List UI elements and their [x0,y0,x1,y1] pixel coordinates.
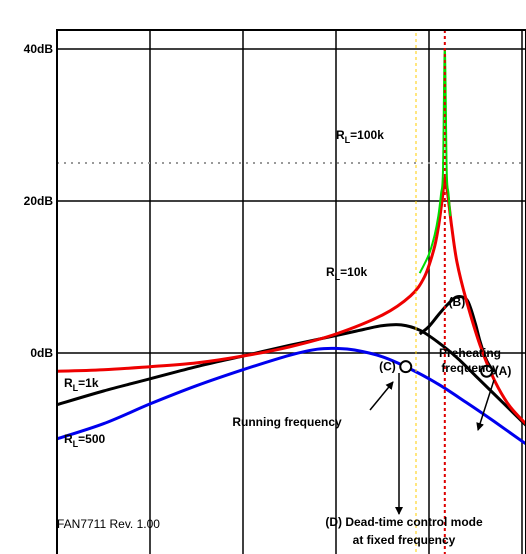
operating-point-label-0: (A) [495,364,512,378]
operating-point-label-2: (C) [379,360,396,374]
series-label-rl-500: RL=500 [64,432,106,449]
preheating-label: Preheating [439,346,501,360]
operating-points: (A) (B) (C) [379,295,511,378]
y-tick-label-2: 0dB [30,346,53,360]
operating-point-label-1: (B) [449,295,466,309]
dead-time-label-line2: at fixed frequency [353,533,456,547]
series-label-rl-100k: RL=100k [336,128,384,145]
series-labels: RL=100k RL=10k RL=1k RL=500 [64,128,384,449]
series-line-rl-100k [418,48,452,274]
dead-time-label: (D) Dead-time control mode [325,515,483,529]
y-tick-label-0: 40dB [24,42,54,56]
plot-frame [56,29,526,554]
running-frequency-label: Running frequency [232,415,342,429]
series-group [56,48,526,446]
y-tick-label-1: 20dB [24,194,54,208]
operating-point-marker-2 [399,360,413,374]
footer-revision: FAN7711 Rev. 1.00 [57,517,160,531]
y-tick-labels: 40dB 20dB 0dB [24,42,54,360]
grid-lines [57,30,526,554]
series-line-rl-10k [56,176,526,427]
series-line-rl-500 [56,346,526,446]
plot-background [57,30,526,554]
series-label-rl-10k: RL=10k [326,265,368,282]
series-line-rl-1k [56,323,526,428]
preheating-label-line2: frequency [441,361,499,375]
operating-point-marker-0 [480,364,494,378]
preheating-arrow [476,379,495,431]
running-frequency-arrow [369,381,394,411]
series-label-rl-1k: RL=1k [64,376,99,393]
